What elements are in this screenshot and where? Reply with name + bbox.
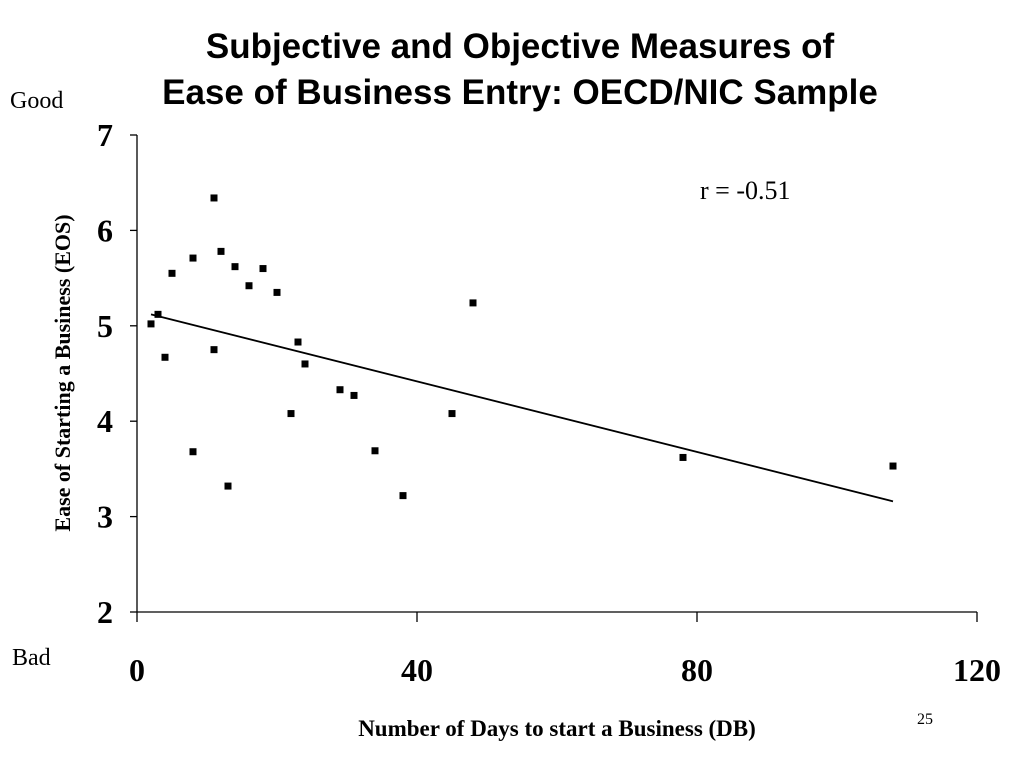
title-line-2: Ease of Business Entry: OECD/NIC Sample bbox=[162, 73, 878, 112]
data-point bbox=[245, 282, 253, 290]
data-points bbox=[147, 194, 897, 500]
data-point bbox=[469, 299, 477, 307]
data-point bbox=[210, 346, 218, 354]
data-point bbox=[217, 247, 225, 255]
y-tick-label: 7 bbox=[97, 117, 113, 153]
data-point bbox=[301, 360, 309, 368]
data-point bbox=[287, 410, 295, 418]
data-point bbox=[189, 448, 197, 456]
data-point bbox=[448, 410, 456, 418]
y-tick-label: 5 bbox=[97, 308, 113, 344]
data-point bbox=[679, 453, 687, 461]
y-tick-label: 4 bbox=[97, 403, 113, 439]
x-tick-label: 0 bbox=[129, 652, 145, 688]
data-point bbox=[350, 391, 358, 399]
data-point bbox=[161, 353, 169, 361]
data-point bbox=[371, 447, 379, 455]
slide-title: Subjective and Objective Measures of Eas… bbox=[60, 24, 980, 116]
data-point bbox=[154, 310, 162, 318]
chart-axes: 2 3 4 5 6 7 0 40 80 120 bbox=[97, 117, 1001, 688]
y-tick-label: 3 bbox=[97, 499, 113, 535]
x-tick-label: 120 bbox=[953, 652, 1001, 688]
trendline-group bbox=[150, 313, 894, 503]
y-axis-label: Ease of Starting a Business (EOS) bbox=[50, 214, 75, 531]
title-line-1: Subjective and Objective Measures of bbox=[205, 27, 835, 66]
good-label: Good bbox=[10, 88, 64, 114]
x-axis-label: Number of Days to start a Business (DB) bbox=[358, 716, 756, 741]
page-number: 25 bbox=[917, 711, 933, 728]
y-tick-label: 2 bbox=[97, 594, 113, 630]
bad-label: Bad bbox=[12, 645, 51, 671]
data-point bbox=[273, 288, 281, 296]
data-point bbox=[399, 492, 407, 500]
x-tick-label: 80 bbox=[681, 652, 713, 688]
trendline bbox=[150, 313, 894, 503]
data-point bbox=[147, 320, 155, 328]
data-point bbox=[336, 386, 344, 394]
correlation-annotation: r = -0.51 bbox=[700, 176, 790, 205]
data-point bbox=[889, 462, 897, 470]
x-tick-label: 40 bbox=[401, 652, 433, 688]
data-point bbox=[189, 254, 197, 262]
data-point bbox=[224, 482, 232, 490]
y-tick-label: 6 bbox=[97, 212, 113, 248]
data-point bbox=[168, 269, 176, 277]
data-point bbox=[294, 338, 302, 346]
data-point bbox=[259, 265, 267, 273]
data-point bbox=[231, 263, 239, 271]
data-point bbox=[210, 194, 218, 202]
